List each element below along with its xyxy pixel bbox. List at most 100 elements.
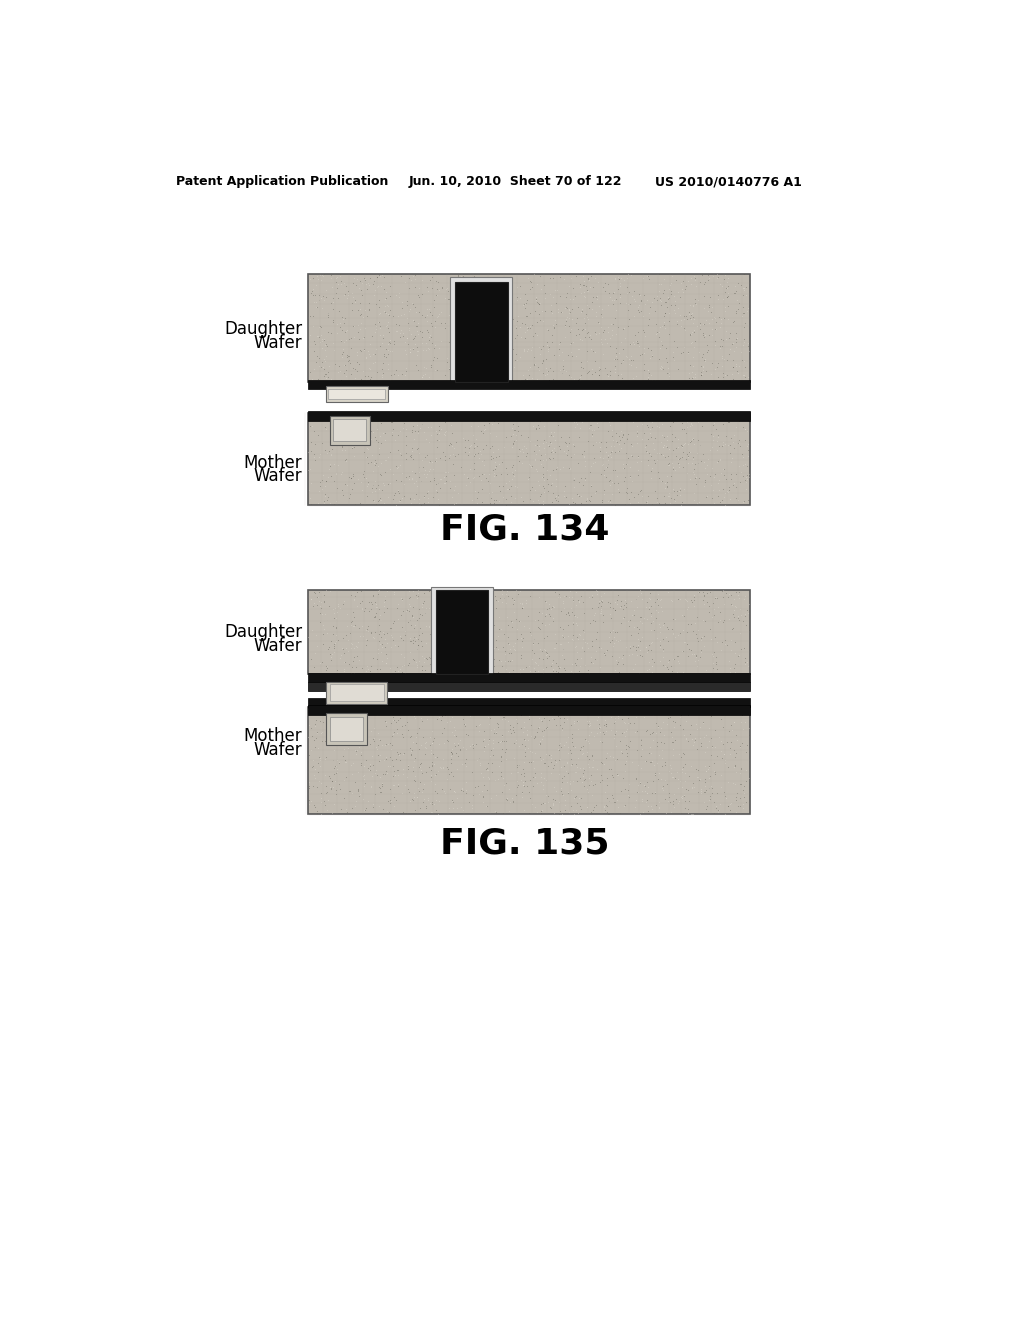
- Point: [336, 659, 352, 680]
- Point: [633, 729, 649, 750]
- Point: [668, 788, 684, 809]
- Point: [536, 437, 552, 458]
- Point: [410, 582, 426, 603]
- Point: [346, 638, 362, 659]
- Point: [668, 700, 684, 721]
- Point: [390, 424, 407, 445]
- Point: [504, 284, 520, 305]
- Point: [714, 488, 730, 510]
- Point: [565, 470, 582, 491]
- Point: [393, 605, 410, 626]
- Point: [654, 653, 671, 675]
- Point: [314, 478, 331, 499]
- Point: [598, 713, 614, 734]
- Point: [490, 713, 507, 734]
- Point: [614, 709, 631, 730]
- Point: [413, 631, 429, 652]
- Point: [351, 271, 368, 292]
- Point: [409, 321, 425, 342]
- Point: [331, 288, 347, 309]
- Point: [539, 363, 555, 384]
- Point: [394, 715, 411, 737]
- Point: [300, 598, 316, 619]
- Point: [633, 791, 649, 812]
- Point: [323, 649, 339, 671]
- Point: [389, 598, 406, 619]
- Point: [372, 777, 388, 799]
- Point: [526, 441, 543, 462]
- Point: [722, 322, 738, 343]
- Point: [741, 333, 758, 354]
- Point: [330, 362, 346, 383]
- Point: [677, 319, 693, 341]
- Point: [741, 463, 758, 484]
- Point: [604, 619, 621, 640]
- Point: [374, 364, 390, 385]
- Point: [656, 409, 673, 430]
- Point: [485, 447, 502, 469]
- Point: [503, 722, 519, 743]
- Point: [659, 471, 676, 492]
- Point: [664, 661, 680, 682]
- Point: [594, 752, 610, 774]
- Point: [686, 644, 702, 665]
- Point: [441, 628, 458, 649]
- Point: [683, 430, 699, 451]
- Point: [683, 589, 699, 610]
- Point: [585, 276, 601, 297]
- Point: [729, 783, 745, 804]
- Point: [634, 429, 650, 450]
- Point: [606, 659, 623, 680]
- Point: [509, 762, 525, 783]
- Point: [632, 284, 648, 305]
- Point: [569, 308, 586, 329]
- Point: [426, 337, 442, 358]
- Point: [589, 583, 605, 605]
- Point: [680, 445, 696, 466]
- Point: [479, 616, 496, 638]
- Point: [555, 457, 571, 478]
- Point: [689, 581, 706, 602]
- Point: [318, 490, 335, 511]
- Point: [563, 487, 580, 508]
- Point: [442, 302, 459, 323]
- Point: [458, 783, 474, 804]
- Point: [346, 411, 362, 432]
- Point: [521, 315, 538, 337]
- Point: [330, 454, 346, 475]
- Point: [435, 718, 452, 739]
- Point: [588, 432, 604, 453]
- Point: [453, 455, 469, 477]
- Point: [390, 709, 407, 730]
- Point: [373, 433, 389, 454]
- Bar: [308, 705, 750, 715]
- Point: [336, 474, 352, 495]
- Point: [730, 405, 746, 426]
- Point: [466, 444, 482, 465]
- Point: [552, 657, 568, 678]
- Point: [434, 277, 451, 298]
- Point: [693, 627, 710, 648]
- Point: [601, 759, 617, 780]
- Point: [624, 264, 640, 285]
- Point: [316, 791, 333, 812]
- Point: [386, 334, 402, 355]
- Point: [684, 776, 700, 797]
- Point: [372, 781, 388, 803]
- Point: [740, 656, 757, 677]
- Point: [395, 726, 412, 747]
- Point: [342, 780, 358, 801]
- Point: [519, 730, 536, 751]
- Point: [605, 635, 622, 656]
- Point: [713, 776, 729, 797]
- Point: [384, 630, 400, 651]
- Point: [488, 784, 505, 805]
- Point: [595, 447, 611, 469]
- Point: [685, 294, 701, 315]
- Point: [397, 360, 414, 381]
- Point: [353, 744, 370, 766]
- Point: [686, 698, 702, 719]
- Point: [626, 616, 642, 638]
- Point: [677, 279, 693, 300]
- Point: [317, 363, 334, 384]
